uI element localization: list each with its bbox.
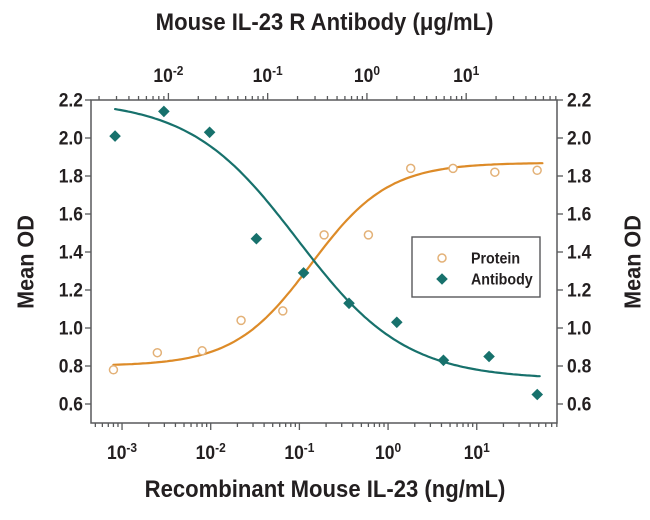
top-axis-ticks — [98, 93, 557, 100]
y-tick-label-left: 1.4 — [59, 241, 84, 263]
antibody-data-point — [158, 105, 170, 118]
y-axis-ticks — [85, 99, 563, 405]
legend-marker-protein — [437, 253, 447, 263]
top-tick-label: 100 — [354, 64, 380, 87]
exponent: -1 — [272, 64, 283, 79]
exponent: -2 — [215, 441, 226, 456]
bottom-tick-label: 10-2 — [196, 441, 226, 464]
protein-data-point — [319, 230, 329, 240]
y-tick-label-right: 1.2 — [567, 279, 591, 301]
exponent: 1 — [483, 441, 490, 456]
exponent: 1 — [473, 64, 480, 79]
y-tick-label-right: 2.0 — [567, 127, 591, 149]
y-tick-label-right: 2.2 — [567, 89, 591, 111]
antibody-points — [109, 105, 544, 401]
top-axis-title: Mouse IL-23 R Antibody (μg/mL) — [0, 9, 650, 37]
y-tick-label-left: 1.6 — [59, 203, 83, 225]
antibody-data-point — [343, 297, 355, 310]
plot-frame — [90, 99, 558, 424]
y-tick-label-right: 1.6 — [567, 203, 591, 225]
antibody-data-point — [391, 316, 403, 329]
protein-data-point — [363, 230, 374, 240]
antibody-data-point — [531, 388, 544, 401]
y-tick-label-left: 1.0 — [59, 317, 83, 339]
bottom-axis-title-text: Recombinant Mouse IL-23 (ng/mL) — [144, 476, 506, 503]
protein-data-point — [152, 347, 163, 358]
top-tick-label: 10-2 — [153, 64, 183, 87]
tick-labels: 0.6 0.6 0.8 0.8 1.0 1.0 1.2 1.2 1.4 1.4 1.6 1.6 1.8 1… — [59, 64, 592, 464]
exponent: -1 — [304, 441, 315, 456]
protein-data-point — [490, 167, 500, 177]
y-tick-label-left: 1.2 — [59, 279, 83, 301]
protein-data-point — [448, 163, 458, 174]
protein-points — [108, 163, 542, 375]
antibody-data-point — [203, 126, 216, 139]
y-tick-label-left: 2.2 — [59, 89, 83, 111]
antibody-data-point — [297, 267, 310, 279]
antibody-data-point — [250, 232, 263, 245]
exponent: -3 — [126, 441, 137, 456]
y-axis-title-left: Mean OD — [12, 215, 39, 309]
bottom-axis-ticks — [94, 423, 558, 430]
y-tick-label-left: 2.0 — [59, 127, 83, 149]
antibody-fit-curve — [114, 108, 541, 378]
top-axis-title-text: Mouse IL-23 R Antibody (μg/mL) — [156, 9, 494, 36]
y-tick-label-right: 0.8 — [567, 355, 591, 377]
bottom-tick-label: 100 — [375, 441, 401, 464]
bottom-tick-label: 101 — [464, 441, 490, 464]
protein-data-point — [405, 163, 416, 174]
antibody-data-point — [483, 350, 495, 363]
antibody-data-point — [109, 130, 121, 142]
protein-fit-curve — [112, 162, 544, 366]
legend: Protein Antibody — [411, 236, 541, 298]
protein-data-point — [278, 306, 288, 316]
top-tick-label: 101 — [453, 64, 479, 87]
protein-data-point — [236, 315, 246, 326]
protein-data-point — [197, 346, 207, 356]
bottom-tick-label: 10-1 — [284, 441, 314, 464]
y-tick-label-right: 1.8 — [567, 165, 591, 187]
y-tick-label-right: 1.0 — [567, 317, 591, 339]
bottom-tick-label: 10-3 — [107, 441, 137, 464]
legend-marker-antibody — [436, 273, 448, 285]
legend-label-antibody: Antibody — [471, 272, 533, 289]
y-tick-label-left: 0.8 — [59, 355, 83, 377]
y-tick-label-left: 0.6 — [59, 393, 83, 415]
antibody-data-point — [437, 354, 450, 367]
protein-data-point — [532, 165, 542, 176]
top-tick-label: 10-1 — [253, 64, 283, 87]
exponent: 0 — [373, 64, 380, 79]
y-tick-label-right: 0.6 — [567, 393, 591, 415]
legend-box — [411, 236, 541, 298]
protein-data-point — [108, 365, 119, 375]
bottom-axis-title: Recombinant Mouse IL-23 (ng/mL) — [0, 476, 650, 504]
exponent: 0 — [394, 441, 401, 456]
legend-label-protein: Protein — [471, 251, 520, 268]
y-axis-title-right: Mean OD — [619, 215, 646, 309]
y-tick-label-left: 1.8 — [59, 165, 83, 187]
y-tick-label-right: 1.4 — [567, 241, 592, 263]
exponent: -2 — [173, 64, 184, 79]
